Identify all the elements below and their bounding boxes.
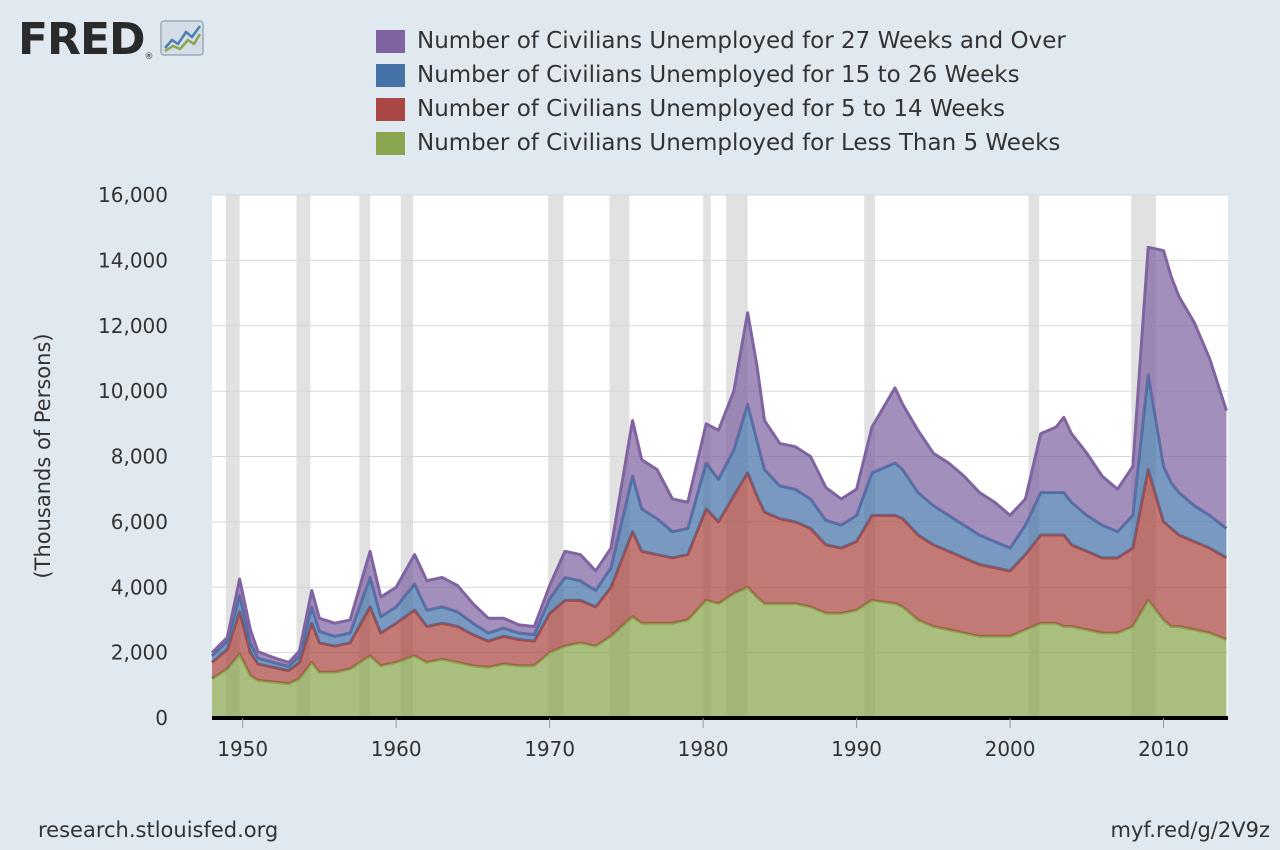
- x-tick-label: 2010: [1138, 737, 1189, 761]
- x-tick-label: 1980: [678, 737, 729, 761]
- y-tick-label: 4,000: [111, 575, 168, 599]
- legend-swatch: [376, 97, 405, 121]
- logo-text: FRED: [18, 14, 146, 65]
- y-tick-label: 10,000: [98, 379, 168, 403]
- legend-item-less-than-5-weeks[interactable]: Number of Civilians Unemployed for Less …: [376, 126, 1066, 160]
- legend-swatch: [376, 63, 405, 87]
- legend-label: Number of Civilians Unemployed for Less …: [417, 130, 1061, 156]
- chart-legend: Number of Civilians Unemployed for 27 We…: [376, 24, 1066, 160]
- legend-item-15-to-26-weeks[interactable]: Number of Civilians Unemployed for 15 to…: [376, 58, 1066, 92]
- y-tick-label: 12,000: [98, 314, 168, 338]
- area-number-of-civilians-unemployed-for-less-than-5-weeks: [212, 587, 1227, 718]
- area-number-of-civilians-unemployed-for-5-to-14-weeks: [212, 469, 1227, 684]
- x-tick-label: 1990: [831, 737, 882, 761]
- legend-label: Number of Civilians Unemployed for 15 to…: [417, 62, 1020, 88]
- x-tick-label: 1950: [217, 737, 268, 761]
- legend-swatch: [376, 131, 405, 155]
- y-tick-label: 2,000: [111, 641, 168, 665]
- short-link[interactable]: myf.red/g/2V9z: [1110, 818, 1270, 842]
- area-number-of-civilians-unemployed-for-27-weeks-and-over: [212, 247, 1227, 667]
- area-number-of-civilians-unemployed-for-27-weeks-and-over-line: [210, 245, 1228, 664]
- line-graph-icon: [159, 20, 204, 60]
- registered-mark: ®: [144, 52, 154, 62]
- x-tick-label: 1960: [371, 737, 422, 761]
- y-tick-label: 6,000: [111, 510, 168, 534]
- y-axis-label: (Thousands of Persons): [31, 333, 55, 578]
- legend-item-27-weeks-and-over[interactable]: Number of Civilians Unemployed for 27 We…: [376, 24, 1066, 58]
- x-tick-label: 1970: [524, 737, 575, 761]
- source-link[interactable]: research.stlouisfed.org: [38, 818, 279, 842]
- y-tick-label: 0: [155, 706, 168, 730]
- legend-swatch: [376, 29, 405, 53]
- legend-item-5-to-14-weeks[interactable]: Number of Civilians Unemployed for 5 to …: [376, 92, 1066, 126]
- legend-label: Number of Civilians Unemployed for 27 We…: [417, 28, 1066, 54]
- legend-label: Number of Civilians Unemployed for 5 to …: [417, 96, 1005, 122]
- y-tick-label: 14,000: [98, 248, 168, 272]
- y-tick-label: 16,000: [98, 183, 168, 207]
- x-tick-label: 2000: [985, 737, 1036, 761]
- fred-logo[interactable]: FRED ®: [18, 14, 204, 66]
- y-tick-label: 8,000: [111, 445, 168, 469]
